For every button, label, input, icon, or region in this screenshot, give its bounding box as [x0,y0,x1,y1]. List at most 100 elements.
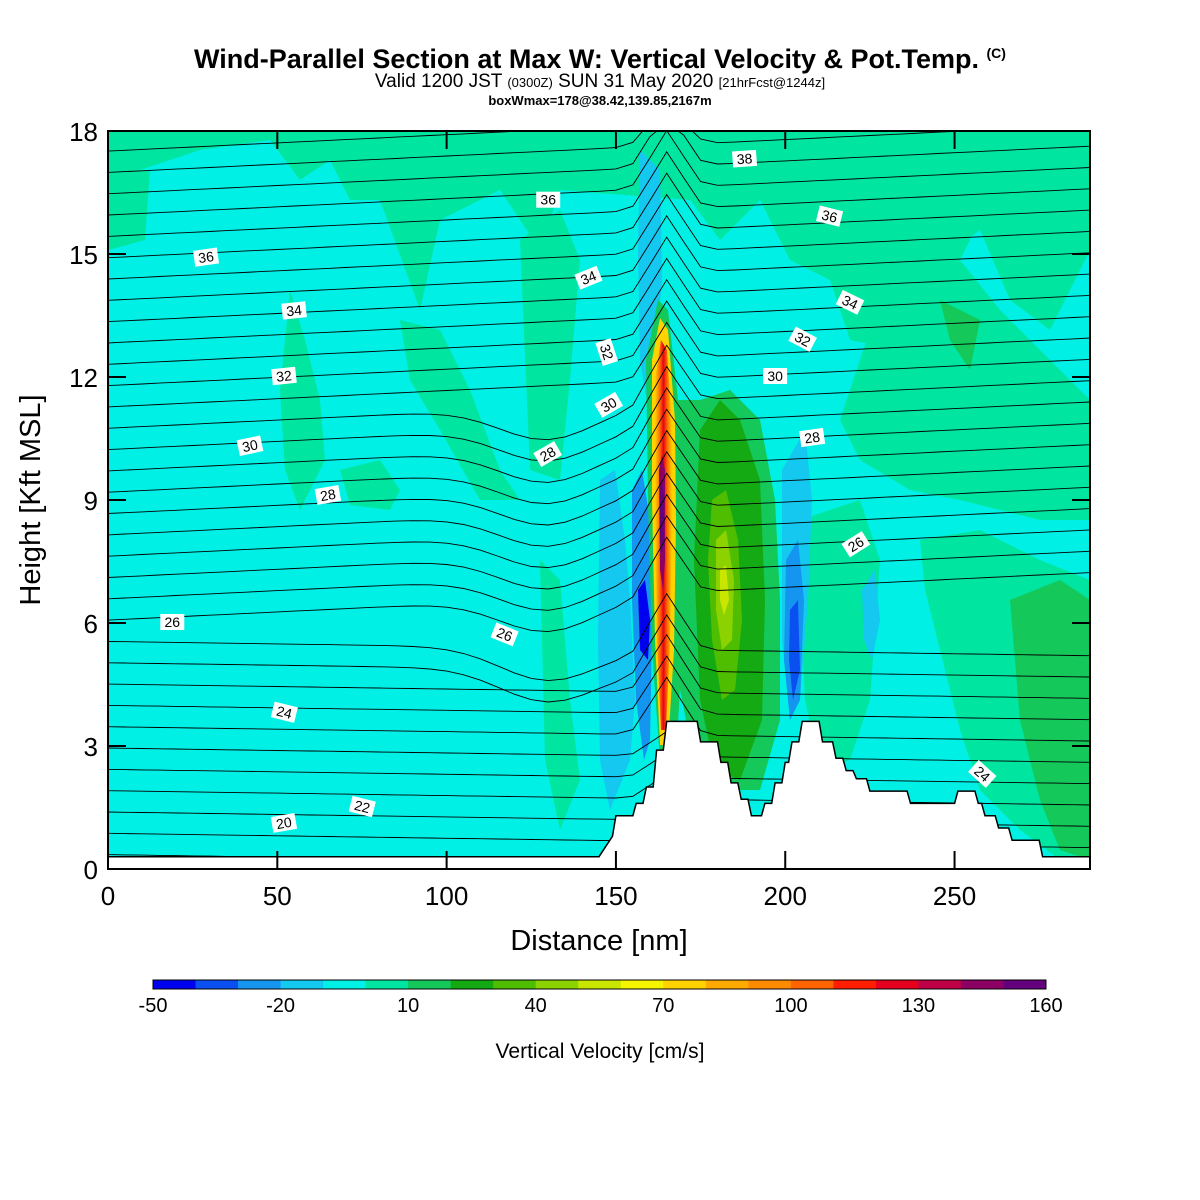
contour-label: 34 [574,265,603,290]
theta-contour-line [108,278,1090,365]
theta-contour-line [108,236,1090,323]
axis-ticks [107,130,1090,870]
contour-label-box [281,301,307,320]
colorbar-label: Vertical Velocity [cm/s] [496,1040,705,1063]
field-region [280,290,325,510]
field-region [800,500,880,770]
contour-label-text: 36 [197,248,215,266]
contour-label-text: 34 [840,292,861,313]
theta-contour-line [108,472,1090,569]
y-axis-label: Height [Kft MSL] [15,394,47,605]
contour-labels: 20 22 24 24 26 26 26 28 28 28 30 30 30 32 32 32 34 34 34 36… [160,149,997,833]
x-tick-label: 100 [425,881,468,911]
contour-label-text: 26 [165,614,181,630]
contour-label-text: 26 [494,624,515,645]
colorbar-swatch [450,980,494,989]
theta-contour-line [108,387,1090,483]
contour-label: 24 [967,759,997,788]
contour-label-box [574,265,603,290]
field-region [540,560,580,830]
contour-label-box [236,435,264,457]
theta-contour-line [108,131,1090,216]
contour-label-text: 38 [736,150,753,167]
theta-contour-line [108,429,1090,526]
theta-contour-line [108,752,1090,785]
contour-label-box [536,191,561,208]
contour-label: 38 [732,149,758,168]
contour-label: 20 [270,812,298,833]
contour-label-text: 32 [792,328,813,350]
contour-label-text: 34 [286,302,303,320]
field-region [340,460,400,510]
contour-label: 28 [314,484,342,505]
colorbar-swatch [280,980,324,989]
colorbar-swatch [620,980,664,989]
colorbar-swatch [663,980,707,989]
colorbar-swatch [790,980,834,989]
theta-contour-line [108,321,1090,408]
contour-label: 32 [788,326,818,352]
contour-label-box [490,622,519,647]
colorbar-frame [152,979,1047,990]
field-region [940,300,980,370]
y-tick-label: 15 [69,240,98,270]
x-tick-label: 0 [101,881,115,911]
contour-label-box [815,205,844,227]
field-region [598,470,635,810]
contour-label-box [533,441,563,467]
y-tick-label: 9 [84,486,98,516]
colorbar-swatch [918,980,962,989]
field-region [520,210,580,480]
contour-label: 26 [490,622,519,647]
contour-label: 22 [348,795,376,818]
colorbar-tick-label: 100 [774,995,807,1017]
y-tick-label: 3 [84,732,98,762]
contour-label-box [788,326,818,352]
contour-label-text: 26 [845,533,867,555]
x-tick-label: 200 [764,881,807,911]
contour-label-box [595,338,619,366]
contour-label-text: 36 [540,192,556,208]
field-region [108,170,150,250]
colorbar-swatch [365,980,409,989]
contour-label: 28 [533,441,563,467]
contour-label: 34 [835,289,865,315]
contour-label-text: 28 [319,486,337,504]
contour-label: 26 [160,614,185,630]
valid-main: Valid 1200 JST [374,71,503,92]
theta-contour-line [108,131,1090,195]
x-tick-label: 150 [594,881,637,911]
theta-contour-line [108,655,1090,721]
colorbar-swatch [578,980,622,989]
theta-contour-line [108,451,1090,547]
colorbar-swatch [960,980,1004,989]
theta-contour-line [108,365,1090,462]
colorbar-swatch [1003,980,1047,989]
field-region [638,580,650,660]
field-region [862,570,880,660]
colorbar-swatch [705,980,749,989]
valid-date: SUN 31 May 2020 [558,71,714,92]
theta-contour-line [108,408,1090,505]
contour-label: 28 [799,427,826,448]
field-region [840,260,1090,520]
colorbar-swatch [323,980,367,989]
contour-label-text: 28 [537,443,559,465]
contour-label-text: 32 [597,342,617,362]
box-wmax-info: boxWmax=178@38.42,139.85,2167m [488,93,712,108]
colorbar-swatch [833,980,877,989]
contour-label-box [594,391,624,418]
contour-label: 30 [236,435,264,457]
x-tick-label: 50 [263,881,292,911]
theta-contour-line [108,773,1090,806]
contour-label-text: 30 [241,436,260,455]
contour-label-box [835,289,865,315]
y-tick-label: 6 [84,609,98,639]
contour-label-box [732,149,758,168]
potential-temperature-contours [108,131,1090,869]
y-tick-label: 0 [84,855,98,885]
field-region [400,320,520,500]
field-region [1010,580,1090,860]
